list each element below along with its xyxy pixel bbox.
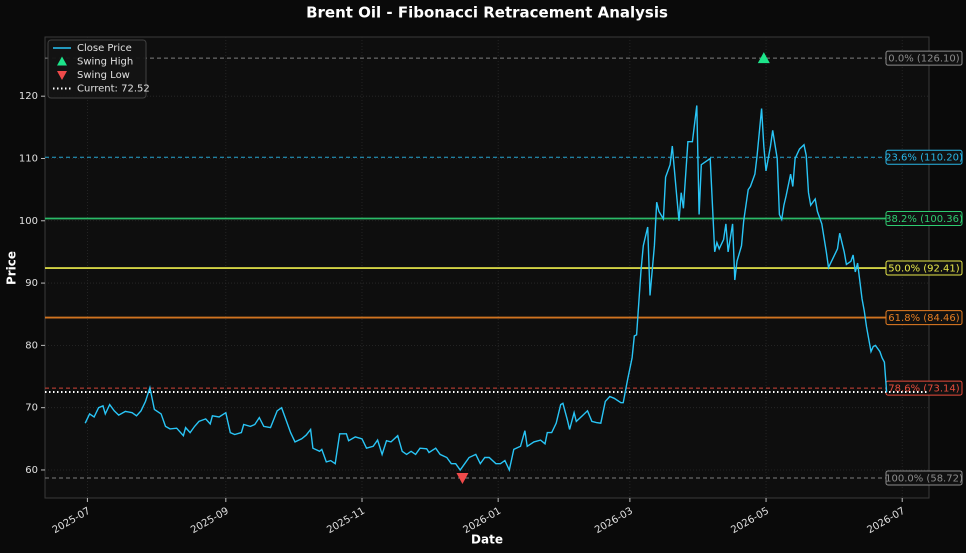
legend-swatch xyxy=(57,56,67,66)
fib-label-box xyxy=(885,50,963,66)
legend-label: Swing High xyxy=(77,57,133,68)
y-axis-label: Price xyxy=(5,251,19,285)
legend-swatch xyxy=(57,71,67,80)
swing-low-marker xyxy=(456,472,469,484)
chart-title: Brent Oil - Fibonacci Retracement Analys… xyxy=(306,4,668,22)
y-tick-label: 100 xyxy=(19,216,38,227)
fib-label: 0.0% (126.10) xyxy=(888,54,959,65)
y-tick-label: 80 xyxy=(25,340,38,351)
fib-label: 23.6% (110.20) xyxy=(885,153,963,164)
fib-label: 38.2% (100.36) xyxy=(885,214,963,225)
y-tick-label: 60 xyxy=(25,465,38,476)
fib-label: 100.0% (58.72) xyxy=(885,473,963,484)
legend: Close Price Swing High Swing Low Current: 7… xyxy=(47,39,150,99)
y-tick-label: 120 xyxy=(19,91,38,102)
fib-label-box xyxy=(885,310,963,326)
legend-box xyxy=(47,39,147,99)
legend-label: Current: 72.52 xyxy=(77,84,150,95)
fib-label-box xyxy=(885,260,963,276)
swing-high-marker xyxy=(757,52,770,64)
y-tick-label: 90 xyxy=(25,278,38,289)
fib-label: 61.8% (84.46) xyxy=(888,313,959,324)
legend-label: Swing Low xyxy=(77,70,130,81)
price-line xyxy=(84,105,888,473)
fib-label-box xyxy=(885,470,963,486)
fib-label-box xyxy=(885,211,963,227)
x-axis-label: Date xyxy=(471,533,503,547)
fib-label-box xyxy=(885,149,963,165)
fib-label: 78.6% (73.14) xyxy=(888,384,959,395)
legend-label: Close Price xyxy=(77,43,132,54)
y-tick-label: 70 xyxy=(25,403,38,414)
fib-label: 50.0% (92.41) xyxy=(888,264,959,275)
y-tick-label: 110 xyxy=(19,153,38,164)
